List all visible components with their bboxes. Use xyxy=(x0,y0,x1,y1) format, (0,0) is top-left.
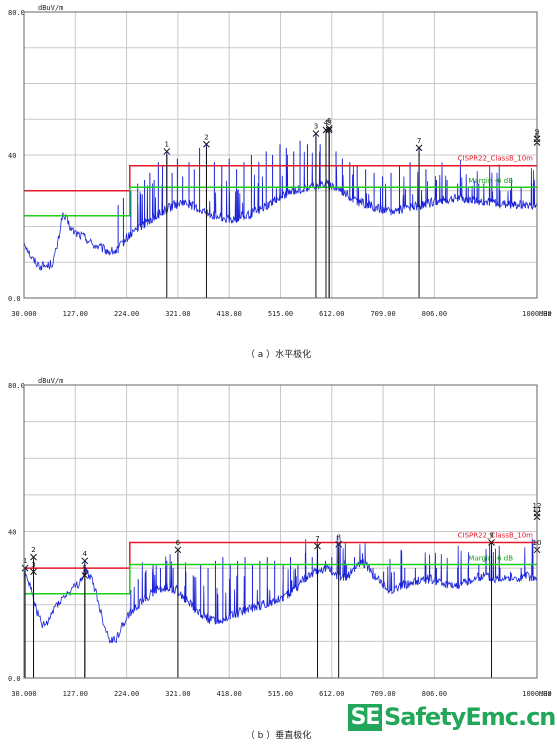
x-tick-label: 515.00 xyxy=(268,310,293,318)
x-tick-label: 709.00 xyxy=(370,690,395,698)
x-tick-label: 418.00 xyxy=(217,690,242,698)
marker-label: 2 xyxy=(31,546,35,554)
x-tick-label: 127.00 xyxy=(63,310,88,318)
marker-x xyxy=(322,126,330,134)
margin-line-label: Margin -6 dB xyxy=(468,554,513,562)
marker-x xyxy=(314,542,321,550)
emission-trace xyxy=(23,535,538,644)
plot-frame xyxy=(23,384,538,679)
marker-x xyxy=(174,546,182,554)
y-axis-label: dBuV/m xyxy=(38,377,63,385)
marker-label: 3 xyxy=(31,561,35,569)
marker-label: 1 xyxy=(23,557,27,565)
marker-label: 9 xyxy=(489,531,493,539)
y-axis-label: dBuV/m xyxy=(38,4,63,12)
marker-x xyxy=(415,144,423,152)
marker-label: 3 xyxy=(314,123,318,131)
x-tick-label: 806.00 xyxy=(422,690,447,698)
emission-trace xyxy=(23,151,538,271)
marker-x xyxy=(335,540,343,548)
marker-label: 2 xyxy=(204,133,208,141)
marker-x xyxy=(163,148,171,155)
watermark-badge: SE xyxy=(348,704,382,731)
x-tick-label: 127.00 xyxy=(63,690,88,698)
x-tick-label: 30.000 xyxy=(11,690,36,698)
marker-x xyxy=(203,140,210,148)
limit-line-label: CISPR22_ClassB_10m xyxy=(458,531,534,539)
limit-line-label: CISPR22_ClassB_10m xyxy=(458,155,534,163)
x-tick-label: 224.00 xyxy=(114,690,139,698)
x-tick-label: 709.00 xyxy=(370,310,395,318)
y-tick-label: 80.0 xyxy=(8,382,25,390)
marker-label: 7 xyxy=(315,535,319,543)
x-tick-label: 515.00 xyxy=(268,690,293,698)
x-tick-label: 612.00 xyxy=(319,690,344,698)
x-tick-label: 30.000 xyxy=(11,310,36,318)
marker-label: 4 xyxy=(324,119,329,127)
marker-label: 4 xyxy=(83,550,88,558)
limit-line xyxy=(24,541,537,569)
x-tick-label: 1000.00 xyxy=(522,310,552,318)
x-tick-label: 321.00 xyxy=(165,310,190,318)
margin-line-label: Margin -6 dB xyxy=(468,177,513,185)
chart-vertical-polarization: 30.000 127.00 224.00 321.00 418.00 515.00 612.… xyxy=(8,377,552,698)
marker-x xyxy=(325,126,333,134)
plot-frame xyxy=(23,11,538,299)
limit-line xyxy=(24,164,537,192)
x-tick-label: 418.00 xyxy=(217,310,242,318)
marker-x xyxy=(325,124,333,132)
marker-x xyxy=(81,557,89,565)
marker-label: 7 xyxy=(417,137,421,145)
x-unit-label: MHz xyxy=(539,310,552,318)
marker-x xyxy=(30,553,37,561)
marker-x xyxy=(30,568,37,576)
x-tick-label: 806.00 xyxy=(422,310,447,318)
margin-line xyxy=(24,563,537,595)
marker-label: 5 xyxy=(83,564,87,572)
marker-x xyxy=(21,564,29,572)
marker-x xyxy=(488,539,495,546)
x-tick-label: 1000.00 xyxy=(522,690,552,698)
x-tick-label: 321.00 xyxy=(165,690,190,698)
marker-x xyxy=(81,572,89,579)
margin-line xyxy=(24,186,537,217)
y-tick-label: 0.0 xyxy=(8,295,21,303)
marker-label: 6 xyxy=(327,117,332,125)
marker-label: 6 xyxy=(176,539,181,547)
y-tick-label: 40 xyxy=(8,152,16,160)
x-tick-label: 224.00 xyxy=(114,310,139,318)
watermark-logo: SE SafetyEmc.cn xyxy=(348,702,556,732)
chart-horizontal-polarization: 30.000 127.00 224.00 321.00 418.00 515.00 612.… xyxy=(8,4,552,318)
watermark-text: SafetyEmc.cn xyxy=(384,703,556,731)
marker-x xyxy=(312,130,320,137)
caption-vertical: （ b ）垂直极化 xyxy=(245,731,312,741)
y-tick-label: 40 xyxy=(8,529,16,537)
y-tick-label: 80.0 xyxy=(8,9,25,17)
x-unit-label: MHz xyxy=(539,690,552,698)
marker-label: 1 xyxy=(165,140,169,148)
caption-horizontal: （ a ）水平极化 xyxy=(245,350,312,360)
marker-label: 8 xyxy=(336,533,340,541)
x-tick-label: 612.00 xyxy=(319,310,344,318)
marker-label: 5 xyxy=(327,119,331,127)
y-tick-label: 0.0 xyxy=(8,675,21,683)
